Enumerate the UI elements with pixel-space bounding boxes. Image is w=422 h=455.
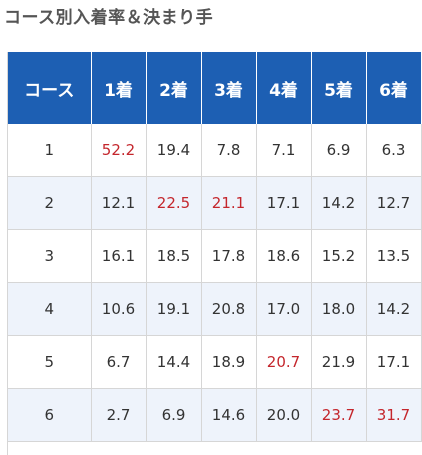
rate-cell: 20.8 — [201, 282, 257, 336]
rate-cell: 15.2 — [311, 229, 367, 283]
header-place-1: 1着 — [91, 52, 147, 124]
header-course: コース — [8, 52, 92, 124]
course-stats-table: コース 1着 2着 3着 4着 5着 6着 1 52.2 19.4 7.8 7.… — [8, 52, 422, 442]
rate-cell: 14.4 — [146, 335, 202, 389]
page-title: コース別入着率＆決まり手 — [4, 8, 214, 28]
rate-cell: 31.7 — [366, 388, 422, 442]
rate-cell: 19.1 — [146, 282, 202, 336]
rate-cell: 6.3 — [366, 124, 422, 177]
rate-cell: 12.7 — [366, 176, 422, 230]
table-row: 6 2.7 6.9 14.6 20.0 23.7 31.7 — [8, 388, 422, 442]
rate-cell: 17.1 — [256, 176, 312, 230]
header-place-2: 2着 — [146, 52, 202, 124]
rate-cell: 16.1 — [91, 229, 147, 283]
rate-cell: 17.0 — [256, 282, 312, 336]
rate-cell: 18.6 — [256, 229, 312, 283]
rate-cell: 21.1 — [201, 176, 257, 230]
rate-cell: 14.2 — [366, 282, 422, 336]
header-place-5: 5着 — [311, 52, 367, 124]
table-header-row: コース 1着 2着 3着 4着 5着 6着 — [8, 52, 422, 124]
rate-cell: 7.8 — [201, 124, 257, 177]
rate-cell: 13.5 — [366, 229, 422, 283]
rate-cell: 7.1 — [256, 124, 312, 177]
table-row: 4 10.6 19.1 20.8 17.0 18.0 14.2 — [8, 282, 422, 336]
table-row: 5 6.7 14.4 18.9 20.7 21.9 17.1 — [8, 335, 422, 389]
rate-cell: 6.7 — [91, 335, 147, 389]
rate-cell: 21.9 — [311, 335, 367, 389]
header-place-3: 3着 — [201, 52, 257, 124]
rate-cell: 12.1 — [91, 176, 147, 230]
rate-cell: 14.2 — [311, 176, 367, 230]
rate-cell: 14.6 — [201, 388, 257, 442]
rate-cell: 22.5 — [146, 176, 202, 230]
rate-cell: 20.0 — [256, 388, 312, 442]
rate-cell: 6.9 — [146, 388, 202, 442]
rate-cell: 52.2 — [91, 124, 147, 177]
header-place-4: 4着 — [256, 52, 312, 124]
rate-cell: 18.0 — [311, 282, 367, 336]
course-cell: 2 — [8, 176, 92, 230]
stats-table-container: コース 1着 2着 3着 4着 5着 6着 1 52.2 19.4 7.8 7.… — [7, 52, 422, 455]
rate-cell: 23.7 — [311, 388, 367, 442]
rate-cell: 20.7 — [256, 335, 312, 389]
rate-cell: 2.7 — [91, 388, 147, 442]
table-row: 3 16.1 18.5 17.8 18.6 15.2 13.5 — [8, 229, 422, 283]
table-row: 2 12.1 22.5 21.1 17.1 14.2 12.7 — [8, 176, 422, 230]
course-cell: 4 — [8, 282, 92, 336]
rate-cell: 18.5 — [146, 229, 202, 283]
course-cell: 5 — [8, 335, 92, 389]
rate-cell: 18.9 — [201, 335, 257, 389]
course-cell: 1 — [8, 124, 92, 177]
course-cell: 6 — [8, 388, 92, 442]
rate-cell: 17.1 — [366, 335, 422, 389]
course-cell: 3 — [8, 229, 92, 283]
table-row: 1 52.2 19.4 7.8 7.1 6.9 6.3 — [8, 124, 422, 177]
rate-cell: 17.8 — [201, 229, 257, 283]
header-place-6: 6着 — [366, 52, 422, 124]
rate-cell: 6.9 — [311, 124, 367, 177]
rate-cell: 10.6 — [91, 282, 147, 336]
rate-cell: 19.4 — [146, 124, 202, 177]
